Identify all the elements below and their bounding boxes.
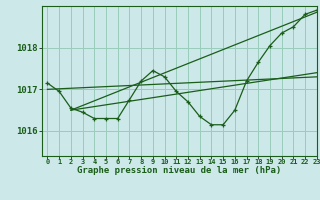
X-axis label: Graphe pression niveau de la mer (hPa): Graphe pression niveau de la mer (hPa) — [77, 166, 281, 175]
